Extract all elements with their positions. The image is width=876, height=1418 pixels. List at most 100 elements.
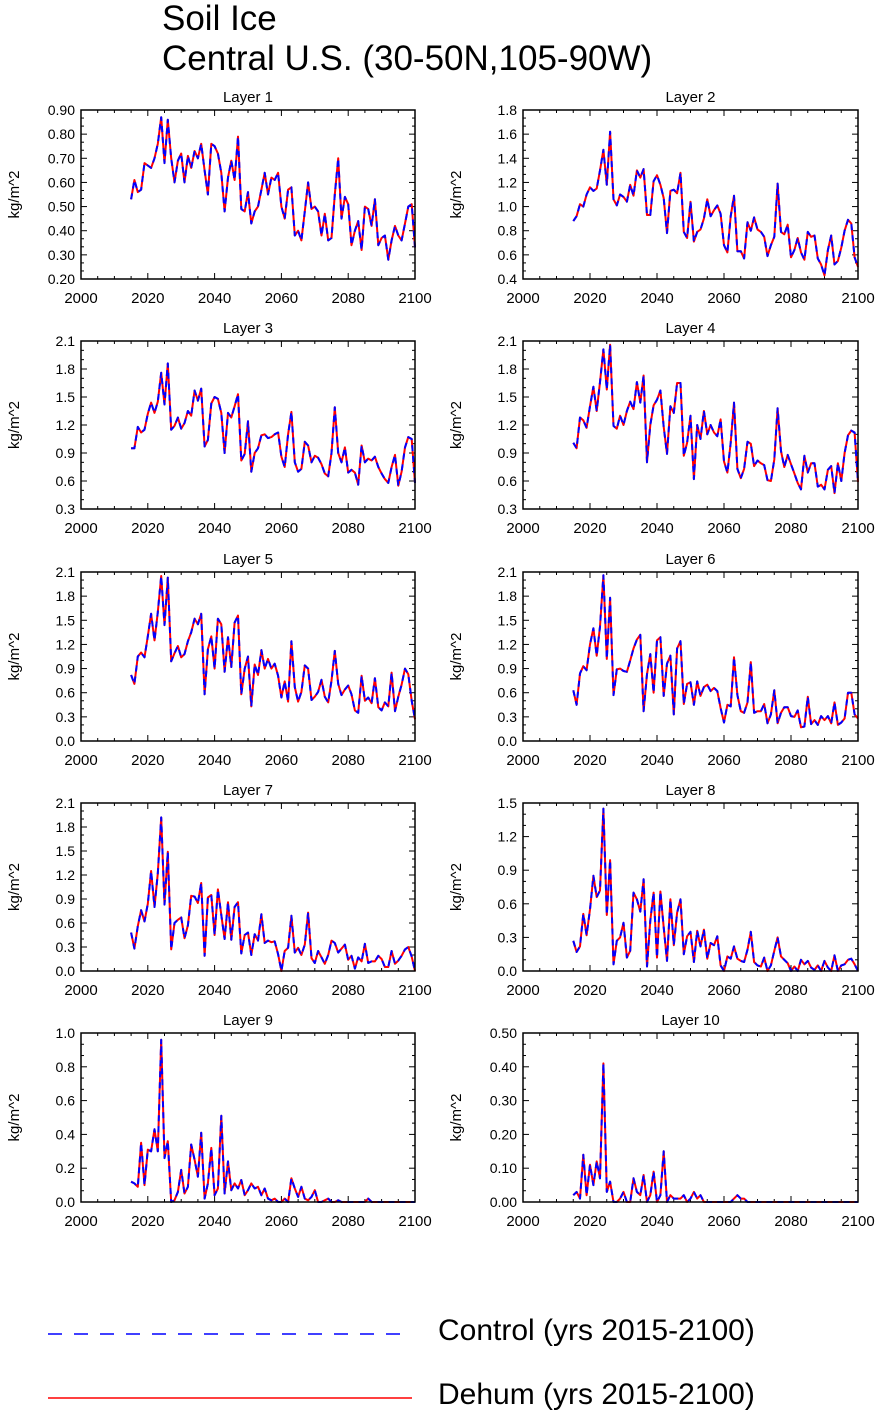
x-tick-label: 2040 — [198, 290, 231, 307]
x-tick-label: 2020 — [573, 520, 606, 537]
y-tick-label: 0.40 — [48, 223, 75, 239]
y-tick-label: 1.5 — [56, 612, 76, 628]
y-tick-label: 1.8 — [56, 361, 76, 377]
y-tick-label: 0.2 — [56, 1160, 76, 1176]
y-axis-label: kg/m^2 — [448, 171, 465, 219]
x-tick-label: 2080 — [332, 520, 365, 537]
y-tick-label: 0.3 — [498, 709, 518, 725]
y-tick-label: 0.70 — [48, 150, 75, 166]
x-tick-label: 2060 — [707, 752, 740, 769]
y-tick-label: 0.8 — [498, 223, 518, 239]
y-tick-label: 0.3 — [498, 501, 518, 517]
y-axis-label: kg/m^2 — [448, 1094, 465, 1142]
panel-title: Layer 9 — [223, 1012, 273, 1029]
y-tick-label: 0.6 — [56, 915, 76, 931]
y-tick-label: 1.2 — [498, 174, 518, 190]
x-tick-label: 2000 — [64, 290, 97, 307]
x-tick-label: 2100 — [841, 290, 874, 307]
y-tick-label: 0.0 — [56, 1194, 76, 1210]
panel-title: Layer 8 — [665, 782, 715, 799]
legend-label-control: Control (yrs 2015-2100) — [438, 1314, 755, 1347]
y-tick-label: 0.50 — [48, 199, 75, 215]
y-tick-label: 0.60 — [48, 174, 75, 190]
y-axis-label: kg/m^2 — [6, 633, 23, 681]
y-tick-label: 1.8 — [498, 102, 518, 118]
x-tick-label: 2060 — [265, 520, 298, 537]
y-tick-label: 1.6 — [498, 126, 518, 142]
plot-frame — [80, 1032, 416, 1203]
x-tick-label: 2040 — [640, 290, 673, 307]
panel-title: Layer 2 — [665, 89, 715, 106]
x-tick-label: 2100 — [841, 982, 874, 999]
x-tick-label: 2040 — [198, 520, 231, 537]
y-tick-label: 2.1 — [56, 795, 76, 811]
panel-title: Layer 10 — [661, 1012, 719, 1029]
series-control — [572, 343, 859, 495]
x-tick-label: 2020 — [573, 1213, 606, 1230]
y-tick-label: 1.5 — [56, 843, 76, 859]
x-tick-label: 2020 — [573, 290, 606, 307]
y-tick-label: 0.8 — [56, 1059, 76, 1075]
x-tick-label: 2100 — [398, 1213, 431, 1230]
y-tick-label: 1.5 — [498, 389, 518, 405]
x-tick-label: 2060 — [707, 520, 740, 537]
y-tick-label: 2.1 — [56, 333, 76, 349]
panel-title: Layer 4 — [665, 320, 715, 337]
y-tick-label: 2.1 — [498, 564, 518, 580]
x-tick-label: 2020 — [131, 982, 164, 999]
x-tick-label: 2040 — [640, 520, 673, 537]
x-tick-label: 2000 — [506, 1213, 539, 1230]
y-tick-label: 0.0 — [498, 963, 518, 979]
y-axis-label: kg/m^2 — [6, 171, 23, 219]
y-axis-label: kg/m^2 — [6, 401, 23, 449]
y-tick-label: 0.0 — [56, 963, 76, 979]
chart-title-line-1: Soil Ice — [162, 0, 277, 38]
y-tick-label: 0.6 — [498, 473, 518, 489]
x-tick-label: 2040 — [198, 752, 231, 769]
series-control — [130, 116, 416, 261]
x-tick-label: 2000 — [64, 520, 97, 537]
x-tick-label: 2000 — [506, 752, 539, 769]
x-tick-label: 2100 — [841, 752, 874, 769]
plot-frame — [522, 571, 859, 742]
x-tick-label: 2080 — [332, 1213, 365, 1230]
y-tick-label: 0.20 — [490, 1126, 517, 1142]
y-tick-label: 2.1 — [498, 333, 518, 349]
x-tick-label: 2040 — [640, 1213, 673, 1230]
panel-layer-5: Layer 5 2000 2020 2040 2060 2080 2100 0.0 0.3 0.6… — [6, 551, 432, 769]
y-tick-label: 2.1 — [56, 564, 76, 580]
y-tick-label: 1.5 — [498, 795, 518, 811]
x-tick-label: 2100 — [841, 1213, 874, 1230]
y-tick-label: 1.0 — [498, 199, 518, 215]
y-tick-label: 0.30 — [48, 247, 75, 263]
y-tick-label: 0.6 — [56, 685, 76, 701]
y-tick-label: 1.8 — [498, 361, 518, 377]
panel-title: Layer 3 — [223, 320, 273, 337]
y-axis-label: kg/m^2 — [6, 1094, 23, 1142]
panel-title: Layer 1 — [223, 89, 273, 106]
series-control — [130, 575, 416, 720]
y-tick-label: 0.9 — [498, 862, 518, 878]
x-tick-label: 2100 — [398, 520, 431, 537]
y-tick-label: 0.0 — [498, 733, 518, 749]
x-tick-label: 2080 — [332, 290, 365, 307]
y-tick-label: 0.6 — [498, 896, 518, 912]
x-tick-label: 2060 — [707, 290, 740, 307]
series-control — [131, 362, 416, 487]
legend-label-dehum: Dehum (yrs 2015-2100) — [438, 1378, 755, 1411]
x-tick-label: 2040 — [640, 752, 673, 769]
chart-title-line-2: Central U.S. (30-50N,105-90W) — [162, 39, 653, 78]
y-tick-label: 1.8 — [56, 819, 76, 835]
y-tick-label: 0.40 — [490, 1059, 517, 1075]
x-tick-label: 2000 — [506, 982, 539, 999]
y-axis-label: kg/m^2 — [448, 863, 465, 911]
x-tick-label: 2020 — [131, 1213, 164, 1230]
x-tick-label: 2060 — [707, 982, 740, 999]
y-tick-label: 1.8 — [56, 588, 76, 604]
plot-frame — [80, 802, 416, 972]
y-tick-label: 1.0 — [56, 1025, 76, 1041]
y-tick-label: 0.4 — [56, 1126, 76, 1142]
x-tick-label: 2020 — [131, 520, 164, 537]
x-tick-label: 2020 — [573, 752, 606, 769]
